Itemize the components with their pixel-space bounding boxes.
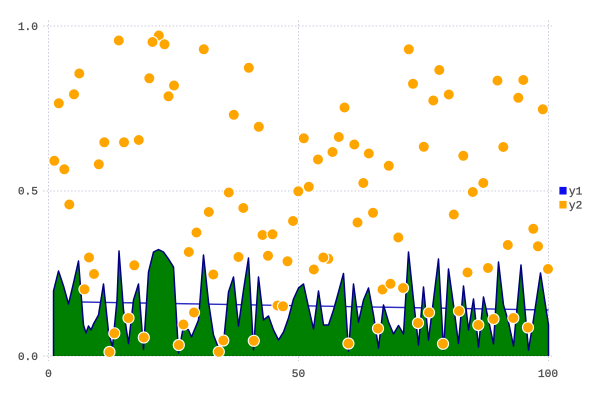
svg-text:y1: y1: [569, 187, 583, 199]
svg-text:50: 50: [292, 369, 306, 381]
svg-text:y2: y2: [569, 201, 582, 213]
svg-text:100: 100: [538, 369, 558, 381]
svg-text:0: 0: [45, 369, 52, 381]
svg-text:0.0: 0.0: [18, 352, 38, 364]
svg-text:0.5: 0.5: [18, 187, 38, 199]
svg-text:1.0: 1.0: [18, 22, 38, 34]
